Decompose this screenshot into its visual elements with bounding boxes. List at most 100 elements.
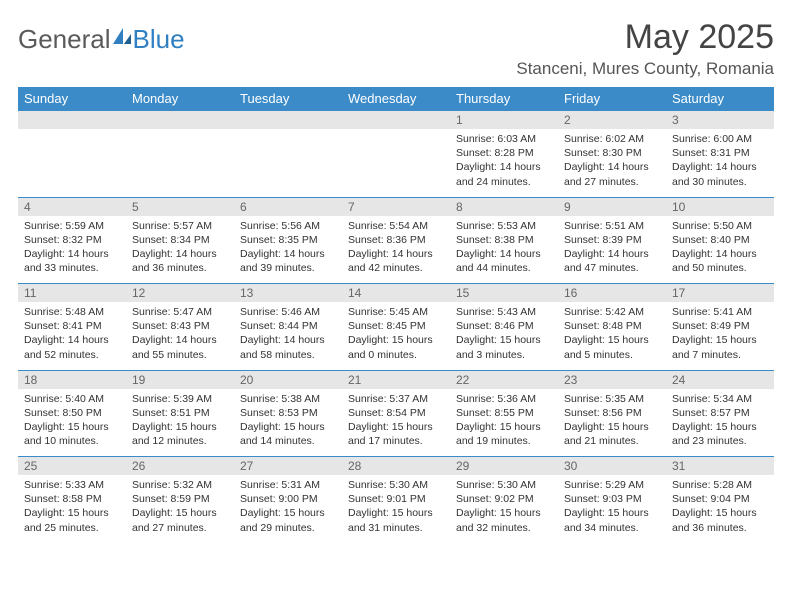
- sunrise-line: Sunrise: 5:54 AM: [348, 219, 444, 233]
- weekday-header-row: Sunday Monday Tuesday Wednesday Thursday…: [18, 87, 774, 111]
- day-detail-cell: Sunrise: 5:31 AMSunset: 9:00 PMDaylight:…: [234, 475, 342, 543]
- weekday-header: Saturday: [666, 87, 774, 111]
- daylight-line: Daylight: 15 hours and 32 minutes.: [456, 506, 552, 534]
- day-number-cell: 2: [558, 111, 666, 130]
- day-number-cell: [126, 111, 234, 130]
- day-number-cell: 12: [126, 284, 234, 303]
- day-number-cell: 9: [558, 197, 666, 216]
- sunset-line: Sunset: 8:38 PM: [456, 233, 552, 247]
- day-number-cell: 24: [666, 370, 774, 389]
- sunset-line: Sunset: 8:56 PM: [564, 406, 660, 420]
- sunrise-line: Sunrise: 5:30 AM: [456, 478, 552, 492]
- sunrise-line: Sunrise: 5:51 AM: [564, 219, 660, 233]
- day-number-cell: 3: [666, 111, 774, 130]
- day-detail-cell: Sunrise: 5:48 AMSunset: 8:41 PMDaylight:…: [18, 302, 126, 370]
- day-number-cell: 16: [558, 284, 666, 303]
- sunset-line: Sunset: 9:02 PM: [456, 492, 552, 506]
- daylight-line: Daylight: 14 hours and 42 minutes.: [348, 247, 444, 275]
- sunset-line: Sunset: 8:53 PM: [240, 406, 336, 420]
- day-detail-row: Sunrise: 6:03 AMSunset: 8:28 PMDaylight:…: [18, 129, 774, 197]
- day-detail-cell: Sunrise: 5:33 AMSunset: 8:58 PMDaylight:…: [18, 475, 126, 543]
- sunset-line: Sunset: 8:58 PM: [24, 492, 120, 506]
- sunrise-line: Sunrise: 5:57 AM: [132, 219, 228, 233]
- daylight-line: Daylight: 14 hours and 44 minutes.: [456, 247, 552, 275]
- day-detail-cell: Sunrise: 5:39 AMSunset: 8:51 PMDaylight:…: [126, 389, 234, 457]
- sunset-line: Sunset: 8:59 PM: [132, 492, 228, 506]
- day-number-row: 25262728293031: [18, 457, 774, 476]
- day-detail-cell: Sunrise: 5:59 AMSunset: 8:32 PMDaylight:…: [18, 216, 126, 284]
- sunrise-line: Sunrise: 5:28 AM: [672, 478, 768, 492]
- day-detail-cell: Sunrise: 5:29 AMSunset: 9:03 PMDaylight:…: [558, 475, 666, 543]
- day-number-cell: 10: [666, 197, 774, 216]
- title-block: May 2025 Stanceni, Mures County, Romania: [516, 18, 774, 79]
- logo: General Blue: [18, 24, 185, 55]
- month-title: May 2025: [516, 18, 774, 57]
- day-detail-row: Sunrise: 5:48 AMSunset: 8:41 PMDaylight:…: [18, 302, 774, 370]
- day-number-cell: 1: [450, 111, 558, 130]
- sunset-line: Sunset: 9:01 PM: [348, 492, 444, 506]
- daylight-line: Daylight: 14 hours and 30 minutes.: [672, 160, 768, 188]
- sunset-line: Sunset: 8:39 PM: [564, 233, 660, 247]
- day-detail-cell: Sunrise: 5:41 AMSunset: 8:49 PMDaylight:…: [666, 302, 774, 370]
- sunset-line: Sunset: 8:57 PM: [672, 406, 768, 420]
- day-number-cell: 22: [450, 370, 558, 389]
- sunset-line: Sunset: 8:45 PM: [348, 319, 444, 333]
- day-number-cell: 27: [234, 457, 342, 476]
- day-detail-cell: Sunrise: 5:53 AMSunset: 8:38 PMDaylight:…: [450, 216, 558, 284]
- day-detail-cell: Sunrise: 5:42 AMSunset: 8:48 PMDaylight:…: [558, 302, 666, 370]
- daylight-line: Daylight: 14 hours and 58 minutes.: [240, 333, 336, 361]
- day-detail-cell: Sunrise: 5:43 AMSunset: 8:46 PMDaylight:…: [450, 302, 558, 370]
- sunrise-line: Sunrise: 5:35 AM: [564, 392, 660, 406]
- sunset-line: Sunset: 8:50 PM: [24, 406, 120, 420]
- daylight-line: Daylight: 15 hours and 29 minutes.: [240, 506, 336, 534]
- daylight-line: Daylight: 15 hours and 0 minutes.: [348, 333, 444, 361]
- logo-sail-icon: [111, 26, 133, 53]
- sunrise-line: Sunrise: 6:03 AM: [456, 132, 552, 146]
- day-number-cell: 21: [342, 370, 450, 389]
- day-number-cell: 28: [342, 457, 450, 476]
- weekday-header: Sunday: [18, 87, 126, 111]
- sunrise-line: Sunrise: 6:02 AM: [564, 132, 660, 146]
- daylight-line: Daylight: 14 hours and 55 minutes.: [132, 333, 228, 361]
- sunrise-line: Sunrise: 5:32 AM: [132, 478, 228, 492]
- daylight-line: Daylight: 15 hours and 31 minutes.: [348, 506, 444, 534]
- logo-text-general: General: [18, 24, 111, 55]
- sunset-line: Sunset: 8:48 PM: [564, 319, 660, 333]
- day-detail-cell: Sunrise: 5:38 AMSunset: 8:53 PMDaylight:…: [234, 389, 342, 457]
- sunset-line: Sunset: 8:30 PM: [564, 146, 660, 160]
- sunrise-line: Sunrise: 5:37 AM: [348, 392, 444, 406]
- sunset-line: Sunset: 8:36 PM: [348, 233, 444, 247]
- sunrise-line: Sunrise: 5:29 AM: [564, 478, 660, 492]
- day-number-cell: 7: [342, 197, 450, 216]
- day-number-cell: 31: [666, 457, 774, 476]
- day-detail-cell: Sunrise: 5:30 AMSunset: 9:02 PMDaylight:…: [450, 475, 558, 543]
- daylight-line: Daylight: 15 hours and 19 minutes.: [456, 420, 552, 448]
- daylight-line: Daylight: 15 hours and 12 minutes.: [132, 420, 228, 448]
- calendar-table: Sunday Monday Tuesday Wednesday Thursday…: [18, 87, 774, 543]
- daylight-line: Daylight: 15 hours and 5 minutes.: [564, 333, 660, 361]
- daylight-line: Daylight: 15 hours and 25 minutes.: [24, 506, 120, 534]
- sunrise-line: Sunrise: 5:38 AM: [240, 392, 336, 406]
- day-detail-cell: [18, 129, 126, 197]
- day-number-cell: 23: [558, 370, 666, 389]
- sunset-line: Sunset: 8:43 PM: [132, 319, 228, 333]
- daylight-line: Daylight: 15 hours and 3 minutes.: [456, 333, 552, 361]
- sunrise-line: Sunrise: 5:31 AM: [240, 478, 336, 492]
- day-number-cell: 6: [234, 197, 342, 216]
- day-detail-cell: Sunrise: 5:51 AMSunset: 8:39 PMDaylight:…: [558, 216, 666, 284]
- sunset-line: Sunset: 8:35 PM: [240, 233, 336, 247]
- day-number-row: 18192021222324: [18, 370, 774, 389]
- sunrise-line: Sunrise: 5:42 AM: [564, 305, 660, 319]
- sunrise-line: Sunrise: 5:41 AM: [672, 305, 768, 319]
- sunset-line: Sunset: 8:32 PM: [24, 233, 120, 247]
- daylight-line: Daylight: 15 hours and 10 minutes.: [24, 420, 120, 448]
- sunrise-line: Sunrise: 5:43 AM: [456, 305, 552, 319]
- sunrise-line: Sunrise: 5:59 AM: [24, 219, 120, 233]
- daylight-line: Daylight: 14 hours and 24 minutes.: [456, 160, 552, 188]
- daylight-line: Daylight: 14 hours and 52 minutes.: [24, 333, 120, 361]
- daylight-line: Daylight: 15 hours and 14 minutes.: [240, 420, 336, 448]
- sunset-line: Sunset: 8:34 PM: [132, 233, 228, 247]
- sunset-line: Sunset: 8:51 PM: [132, 406, 228, 420]
- day-detail-cell: Sunrise: 5:45 AMSunset: 8:45 PMDaylight:…: [342, 302, 450, 370]
- sunset-line: Sunset: 9:03 PM: [564, 492, 660, 506]
